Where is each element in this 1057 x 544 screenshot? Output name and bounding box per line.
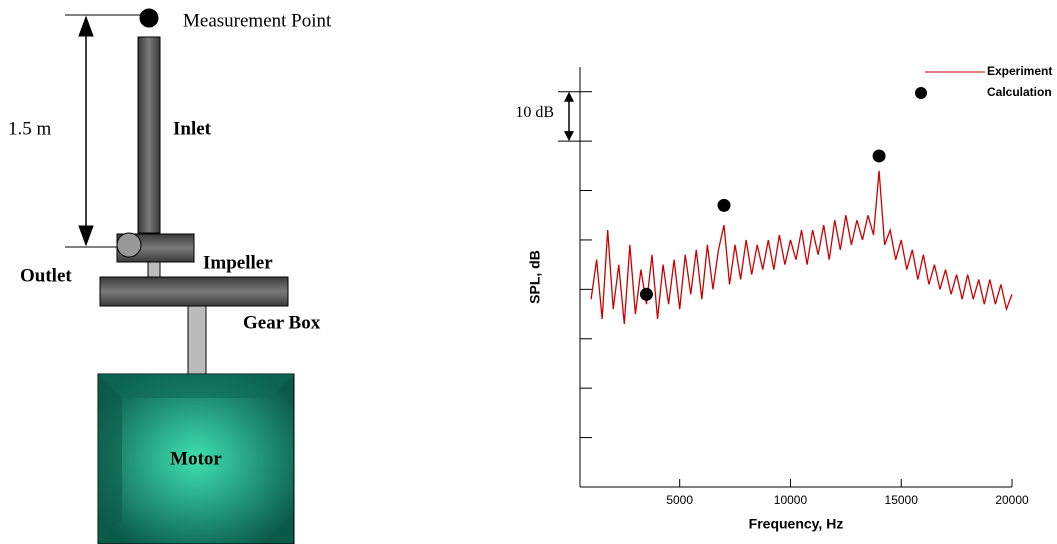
label: Gear Box	[243, 312, 321, 333]
arrow-head	[564, 131, 574, 142]
shaft	[147, 261, 161, 278]
x-tick-label: 20000	[995, 493, 1029, 507]
gear-box	[99, 276, 289, 307]
x-axis-label: Frequency, Hz	[749, 516, 844, 532]
y-axis-label: SPL, dB	[527, 250, 543, 304]
label: Motor	[170, 448, 222, 469]
bevel	[98, 374, 294, 398]
legend-label: Calculation	[987, 85, 1052, 99]
x-tick-label: 15000	[885, 493, 919, 507]
calculation-point	[639, 287, 653, 301]
measurement-point	[139, 8, 159, 28]
motor	[97, 373, 295, 544]
x-tick-label: 10000	[774, 493, 808, 507]
x-tick-label: 5000	[666, 493, 693, 507]
arrow-head	[564, 91, 574, 102]
inlet-pipe	[137, 36, 161, 234]
label: Impeller	[203, 252, 273, 273]
arrow-head	[78, 15, 94, 37]
arrow-head	[78, 225, 94, 247]
calculation-point	[872, 149, 886, 163]
legend-marker	[915, 87, 927, 99]
shaft	[187, 305, 207, 375]
outlet	[116, 232, 142, 258]
annotation: 10 dB	[515, 104, 554, 121]
label: 1.5 m	[8, 118, 52, 139]
calculation-point	[717, 198, 731, 212]
legend-label: Experiment	[987, 64, 1052, 78]
label: Outlet	[20, 265, 72, 286]
diagram	[65, 8, 295, 544]
label: Measurement Point	[183, 10, 332, 31]
bevel	[98, 374, 122, 544]
label: Inlet	[173, 118, 212, 139]
experiment-line	[590, 170, 1013, 325]
